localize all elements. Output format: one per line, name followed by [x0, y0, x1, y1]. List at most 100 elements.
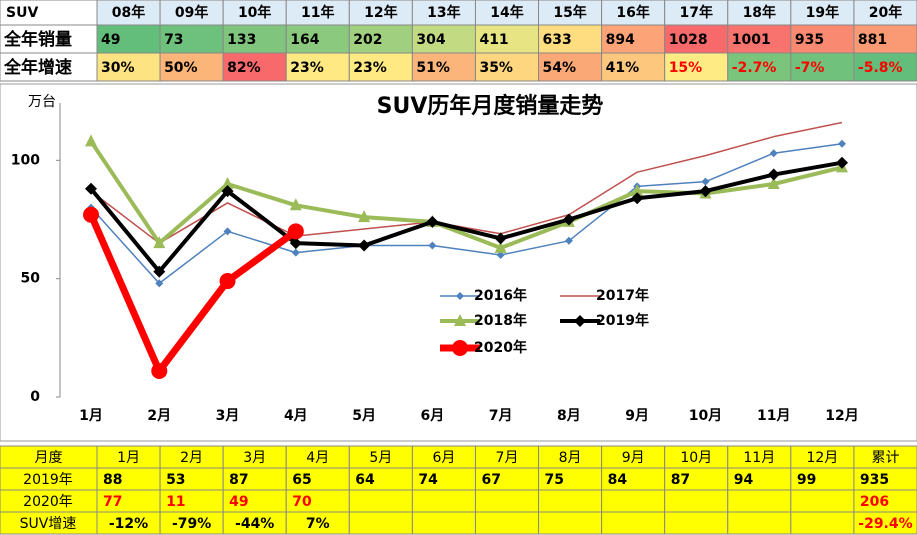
marker [358, 239, 371, 252]
cell-text: 82% [227, 60, 261, 76]
marker [564, 236, 573, 245]
table-cell [159, 52, 224, 82]
table-cell [601, 52, 666, 82]
marker [574, 315, 586, 327]
marker [426, 215, 439, 228]
header-cell [285, 0, 350, 26]
cell-text: 633 [543, 32, 572, 48]
cell-text: 77 [103, 494, 122, 510]
series-line [90, 143, 843, 285]
cell-text: 49 [101, 32, 120, 48]
marker [358, 210, 371, 223]
cell-text: 1001 [732, 32, 771, 48]
table-cell [853, 24, 917, 54]
header-cell [411, 0, 476, 26]
table-cell [727, 489, 792, 513]
cell-text: 30% [101, 60, 135, 76]
table-cell [601, 24, 666, 54]
cell-text: 50% [164, 60, 198, 76]
cell-text: 894 [606, 32, 635, 48]
cell-text: 87 [229, 472, 248, 488]
header-text: 13年 [427, 4, 460, 21]
table-cell [853, 511, 917, 535]
cell-text: -44% [235, 516, 274, 532]
cell-text: -12% [109, 516, 148, 532]
cell-text: -2.7% [732, 60, 777, 76]
marker [223, 227, 232, 236]
header-cell [601, 0, 666, 26]
y-tick-label: 100 [11, 152, 40, 168]
y-tick-label: 0 [30, 389, 40, 405]
cell-text: 73 [164, 32, 183, 48]
table-cell [664, 489, 729, 513]
marker [151, 362, 168, 379]
marker [153, 265, 166, 278]
cell-text: 67 [481, 472, 500, 488]
cell-text: 304 [416, 32, 445, 48]
cell-text: 53 [166, 472, 185, 488]
cell-text: 133 [227, 32, 256, 48]
header-text: 8月 [559, 450, 582, 466]
cell-text: 54% [543, 60, 577, 76]
table-cell [222, 24, 287, 54]
marker [562, 213, 575, 226]
marker [289, 237, 302, 250]
header-cell [664, 0, 729, 26]
header-text: 15年 [553, 4, 586, 21]
cell-text: 164 [290, 32, 319, 48]
header-text: 10月 [680, 450, 712, 466]
x-tick-label: 5月 [352, 408, 376, 424]
table-cell [727, 511, 792, 535]
x-tick-label: 2月 [147, 408, 171, 424]
table-cell [159, 24, 224, 54]
table-cell [474, 511, 540, 535]
marker [494, 240, 507, 253]
cell-text: 全年增速 [3, 57, 72, 78]
cell-text: -5.8% [858, 60, 903, 76]
marker [836, 156, 848, 169]
marker [85, 182, 97, 195]
x-tick-label: 1月 [79, 408, 103, 424]
cell-text: 全年销量 [3, 29, 72, 50]
header-text: 5月 [369, 450, 392, 466]
table-cell [411, 24, 476, 54]
marker [155, 279, 164, 288]
x-tick-label: 4月 [284, 408, 308, 424]
marker [769, 149, 778, 158]
x-tick-label: 11月 [757, 408, 790, 424]
header-text: 12月 [806, 450, 838, 466]
table-cell [727, 24, 792, 54]
y-axis-label: 万台 [28, 94, 56, 110]
table-cell [0, 24, 98, 54]
table-cell [285, 24, 350, 54]
table-cell [790, 52, 855, 82]
marker [767, 168, 780, 181]
header-text: 08年 [112, 4, 145, 21]
header-cell [853, 0, 917, 26]
legend-label: 2019年 [596, 312, 649, 329]
cell-text: 411 [479, 32, 508, 48]
table-cell [538, 489, 603, 513]
header-text: 12年 [364, 4, 397, 21]
cell-text: 202 [353, 32, 382, 48]
cell-text: 49 [229, 494, 248, 510]
cell-text: 51% [416, 60, 450, 76]
cell-text: 1028 [669, 32, 708, 48]
cell-text: 41% [606, 60, 640, 76]
marker [153, 236, 166, 249]
table-cell [411, 52, 476, 82]
table-cell [348, 511, 413, 535]
x-tick-label: 8月 [557, 408, 581, 424]
table-cell [96, 52, 161, 82]
x-tick-label: 6月 [420, 408, 444, 424]
chart-frame [0, 83, 917, 442]
series-line [90, 121, 843, 244]
header-text: 7月 [496, 450, 519, 466]
marker [221, 177, 234, 189]
header-text: 18年 [743, 4, 776, 21]
table-cell [348, 24, 413, 54]
cell-text: 2019年 [23, 472, 73, 488]
header-text: 14年 [490, 4, 523, 21]
cell-text: SUV增速 [20, 516, 77, 532]
